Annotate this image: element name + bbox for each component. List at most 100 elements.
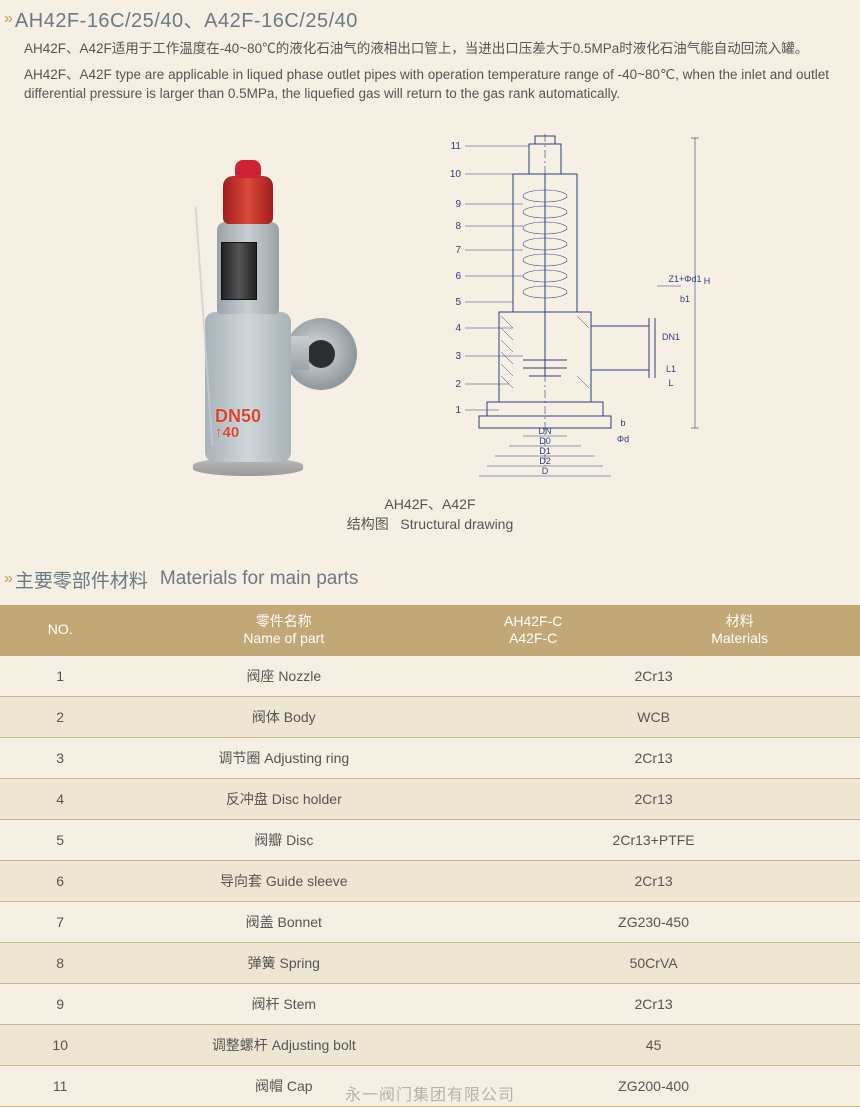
description-zh: AH42F、A42F适用于工作温度在-40~80℃的液化石油气的液相出口管上，当… [0,37,860,63]
callout-1: 1 [455,405,461,416]
table-row: 3 调节圈 Adjusting ring 2Cr13 [0,737,860,778]
chevron-icon: » [4,10,9,28]
materials-table: NO. 零件名称 Name of part AH42F-C A42F-C 材料 … [0,605,860,1107]
valve-cap-knob [235,160,261,178]
callout-6: 6 [455,271,461,282]
figure-caption: AH42F、A42F 结构图 Structural drawing [0,494,860,534]
dim-L1: L1 [666,364,676,374]
cell-no: 8 [0,942,120,983]
drawing-svg: 11 10 9 8 7 6 5 4 3 2 1 H Z1+Φd1 b1 [395,126,735,486]
caption-en: Structural drawing [400,516,513,532]
callout-7: 7 [455,245,461,256]
cell-no: 10 [0,1024,120,1065]
cell-name: 阀盖 Bonnet [120,901,447,942]
valve-dn-text: DN50 [215,407,261,425]
th-model-l1: AH42F-C [504,613,562,629]
th-name-zh: 零件名称 [256,613,312,629]
callout-11: 11 [451,141,462,152]
cell-material: 2Cr13 [447,778,860,819]
section-title-en: Materials for main parts [160,568,359,590]
th-no: NO. [0,605,120,656]
cell-no: 11 [0,1065,120,1106]
cell-no: 1 [0,656,120,697]
callout-9: 9 [455,199,461,210]
cell-name: 调整螺杆 Adjusting bolt [120,1024,447,1065]
cell-no: 2 [0,696,120,737]
cell-no: 5 [0,819,120,860]
cell-name: 阀帽 Cap [120,1065,447,1106]
callout-5: 5 [455,297,461,308]
th-name: 零件名称 Name of part [120,605,447,656]
callout-4: 4 [455,323,461,334]
cell-material: ZG200-400 [447,1065,860,1106]
th-mat-zh: 材料 [726,613,754,629]
th-mat-en: Materials [711,630,768,646]
table-row: 4 反冲盘 Disc holder 2Cr13 [0,778,860,819]
section-title-zh: 主要零部件材料 [15,566,148,593]
dim-z1d1: Z1+Φd1 [669,274,702,284]
dim-L: L [668,378,673,388]
cell-no: 6 [0,860,120,901]
th-model-l2: A42F-C [509,630,557,646]
table-header-row: NO. 零件名称 Name of part AH42F-C A42F-C 材料 … [0,605,860,656]
cell-name: 阀座 Nozzle [120,656,447,697]
table-row: 9 阀杆 Stem 2Cr13 [0,983,860,1024]
cell-material: 2Cr13 [447,737,860,778]
cell-no: 7 [0,901,120,942]
structural-drawing: 11 10 9 8 7 6 5 4 3 2 1 H Z1+Φd1 b1 [395,126,735,486]
product-photo: DN50 ↑40 [125,126,365,486]
cell-name: 反冲盘 Disc holder [120,778,447,819]
cell-material: 50CrVA [447,942,860,983]
table-row: 7 阀盖 Bonnet ZG230-450 [0,901,860,942]
cell-name: 弹簧 Spring [120,942,447,983]
product-title: AH42F-16C/25/40、A42F-16C/25/40 [15,4,358,33]
dim-D: D [542,466,549,476]
cell-no: 3 [0,737,120,778]
materials-section-title: » 主要零部件材料 Materials for main parts [0,562,860,605]
figure-area: DN50 ↑40 [0,126,860,486]
cell-no: 4 [0,778,120,819]
dim-D0: D0 [539,436,551,446]
th-name-en: Name of part [243,630,324,646]
cell-name: 阀杆 Stem [120,983,447,1024]
cell-material: 2Cr13 [447,860,860,901]
dim-D2: D2 [539,456,551,466]
table-row: 10 调整螺杆 Adjusting bolt 45 [0,1024,860,1065]
table-row: 6 导向套 Guide sleeve 2Cr13 [0,860,860,901]
th-materials: 材料 Materials [619,605,860,656]
callout-10: 10 [450,169,462,180]
cell-material: 2Cr13 [447,983,860,1024]
callout-8: 8 [455,221,461,232]
table-row: 2 阀体 Body WCB [0,696,860,737]
caption-model: AH42F、A42F [384,496,475,512]
table-row: 1 阀座 Nozzle 2Cr13 [0,656,860,697]
valve-dn-marking: DN50 ↑40 [215,407,261,440]
cell-material: WCB [447,696,860,737]
cell-name: 导向套 Guide sleeve [120,860,447,901]
th-model: AH42F-C A42F-C [447,605,619,656]
cell-no: 9 [0,983,120,1024]
valve-pn-text: ↑40 [215,425,261,440]
callout-2: 2 [455,379,461,390]
dim-phid: Φd [617,434,629,444]
cell-material: 45 [447,1024,860,1065]
table-row: 11 阀帽 Cap ZG200-400 [0,1065,860,1106]
dim-b: b [620,418,625,428]
cell-material: ZG230-450 [447,901,860,942]
valve-cap [223,176,273,224]
valve-nameplate [221,242,257,300]
cell-name: 阀瓣 Disc [120,819,447,860]
cell-material: 2Cr13+PTFE [447,819,860,860]
chevron-icon: » [4,570,9,588]
caption-zh: 结构图 [347,516,389,532]
cell-name: 调节圈 Adjusting ring [120,737,447,778]
page: » AH42F-16C/25/40、A42F-16C/25/40 AH42F、A… [0,0,860,1105]
callout-3: 3 [455,351,461,362]
table-row: 5 阀瓣 Disc 2Cr13+PTFE [0,819,860,860]
product-title-row: » AH42F-16C/25/40、A42F-16C/25/40 [0,0,860,37]
dim-DN1: DN1 [662,332,680,342]
dim-H: H [704,276,711,286]
cell-material: 2Cr13 [447,656,860,697]
dim-b1: b1 [680,294,690,304]
cell-name: 阀体 Body [120,696,447,737]
